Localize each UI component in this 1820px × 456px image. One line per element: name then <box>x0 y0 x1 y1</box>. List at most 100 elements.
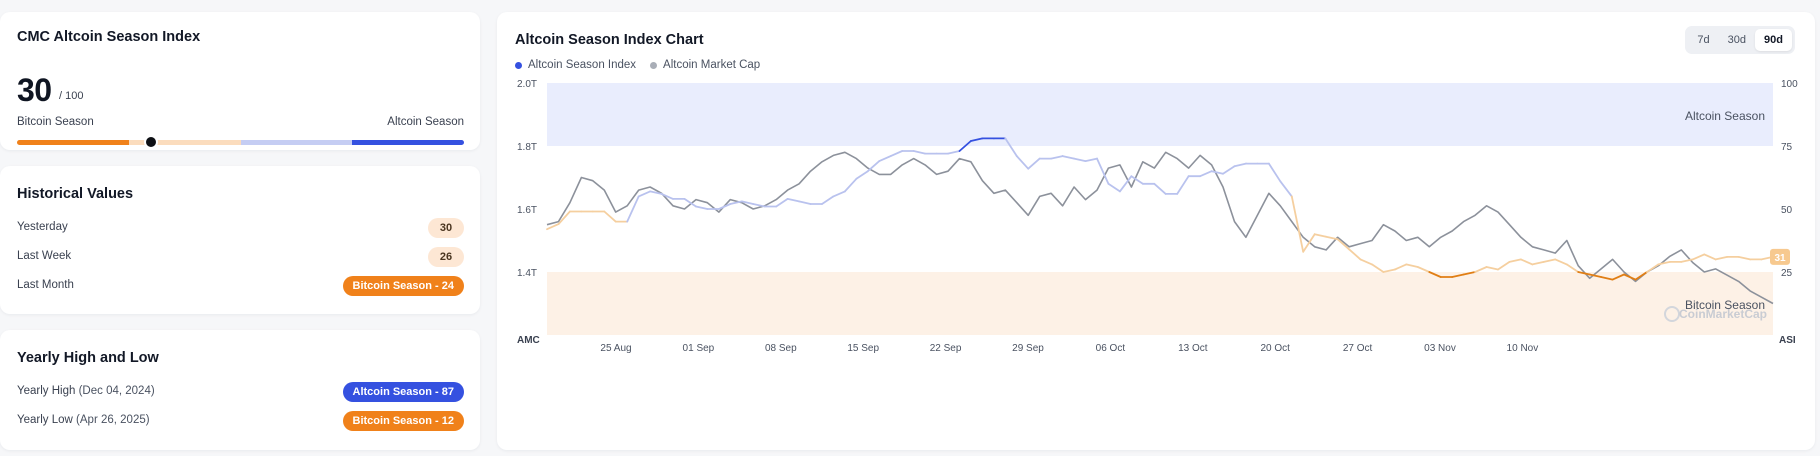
index-line-segment <box>1050 155 1064 160</box>
index-line-segment <box>1531 260 1545 266</box>
index-line-segment <box>1680 258 1694 263</box>
left-axis-tick: 1.4T <box>517 268 537 279</box>
range-tab-7d[interactable]: 7d <box>1697 34 1710 46</box>
index-line-segment <box>1073 157 1087 163</box>
market-cap-line <box>546 151 1774 305</box>
x-axis-tick: 22 Sep <box>930 343 962 354</box>
index-card-title: CMC Altcoin Season Index <box>17 29 201 45</box>
index-line-segment <box>855 170 869 180</box>
index-line-segment <box>775 197 789 208</box>
index-line-segment <box>958 140 972 152</box>
index-line-segment <box>660 192 674 200</box>
yearly-high-date: (Dec 04, 2024) <box>78 385 155 397</box>
index-line-segment <box>947 150 961 155</box>
chart-legend: Altcoin Season Index Altcoin Market Cap <box>515 59 760 71</box>
bitcoin-season-label: Bitcoin Season <box>17 116 94 128</box>
bitcoin-season-zone-label: Bitcoin Season <box>1685 298 1765 312</box>
index-line-segment <box>557 210 571 226</box>
index-line-segment <box>1600 276 1614 281</box>
index-line-segment <box>752 203 766 208</box>
range-tab-30d[interactable]: 30d <box>1727 34 1747 46</box>
index-line-segment <box>1497 260 1511 271</box>
index-line-segment <box>1565 263 1580 273</box>
index-line-segment <box>1027 157 1041 170</box>
index-line-segment <box>1199 170 1213 178</box>
index-max: / 100 <box>59 90 84 102</box>
index-line-segment <box>1714 255 1729 261</box>
gauge-segment-altcoin <box>352 140 464 145</box>
index-line-segment <box>1634 271 1648 281</box>
index-line-segment <box>717 203 732 210</box>
index-line-segment <box>1268 162 1282 183</box>
index-line-segment <box>1462 271 1476 276</box>
index-line-segment <box>843 177 858 193</box>
yearly-low-label: Yearly Low <box>17 414 73 426</box>
x-axis-tick: 25 Aug <box>600 343 631 354</box>
index-line-segment <box>1428 271 1442 278</box>
yesterday-value-badge: 30 <box>428 218 464 238</box>
index-line-segment <box>695 205 709 210</box>
index-line-segment <box>1336 238 1350 251</box>
legend-item-market-cap[interactable]: Altcoin Market Cap <box>650 59 760 71</box>
index-line-segment <box>1703 253 1717 261</box>
altcoin-season-zone <box>547 83 1773 146</box>
x-axis-tick: 10 Nov <box>1507 343 1539 354</box>
left-axis-tick: 2.0T <box>517 79 537 90</box>
index-line-segment <box>1646 263 1660 273</box>
index-line-segment <box>1416 266 1431 273</box>
index-line-segment <box>1394 263 1408 271</box>
index-line-segment <box>603 210 617 223</box>
index-line-segment <box>1691 253 1706 261</box>
index-line-segment <box>1405 263 1419 268</box>
index-line-segment <box>1153 182 1167 195</box>
right-axis-tick: 50 <box>1781 205 1793 216</box>
x-axis-tick: 15 Sep <box>847 343 879 354</box>
x-axis-tick: 03 Nov <box>1424 343 1456 354</box>
gauge-segment-altcoin-light <box>240 140 353 145</box>
index-line-segment <box>1004 137 1018 158</box>
index-line-segment <box>832 190 846 198</box>
index-line-segment <box>821 195 835 205</box>
index-line-segment <box>1554 258 1568 266</box>
coinmarketcap-logo-icon <box>1664 306 1680 322</box>
index-line-segment <box>546 223 560 231</box>
index-line-segment <box>1015 155 1030 170</box>
chart-title: Altcoin Season Index Chart <box>515 32 704 48</box>
x-axis-tick: 29 Sep <box>1012 343 1044 354</box>
legend-dot-index <box>515 61 522 69</box>
index-line-segment <box>878 155 892 163</box>
index-line-segment <box>649 190 663 195</box>
index-line-segment <box>1657 260 1671 266</box>
range-tab-90d[interactable]: 90d <box>1755 29 1792 51</box>
index-line-segment <box>1325 235 1339 241</box>
index-line-segment <box>1233 162 1247 168</box>
bitcoin-season-zone <box>547 272 1773 335</box>
index-line-segment <box>866 160 881 173</box>
index-line-segment <box>1222 165 1236 175</box>
altcoin-season-index-card: CMC Altcoin Season Index 30 / 100 Bitcoi… <box>0 12 480 150</box>
index-chart-card: Altcoin Season Index Chart Altcoin Seaso… <box>497 12 1815 450</box>
index-line-segment <box>1096 157 1110 185</box>
altcoin-season-zone-label: Altcoin Season <box>1685 109 1765 123</box>
left-axis-name: AMC <box>517 335 540 346</box>
index-line-segment <box>1313 233 1327 238</box>
last-week-value-badge: 26 <box>428 247 464 267</box>
last-week-label: Last Week <box>17 250 72 262</box>
index-line-segment <box>1302 233 1316 253</box>
index-line-segment <box>1084 157 1098 163</box>
right-axis-tick: 75 <box>1781 142 1793 153</box>
last-month-value-badge: Bitcoin Season - 24 <box>342 276 464 296</box>
index-chart: Altcoin Season Bitcoin SeasonCoinMarketCa… <box>517 79 1798 354</box>
legend-dot-market-cap <box>650 61 658 69</box>
index-line-segment <box>889 150 904 158</box>
yearly-low-badge: Bitcoin Season - 12 <box>342 411 464 431</box>
gauge-segment-bitcoin <box>17 140 129 145</box>
yearly-high-low-card: Yearly High and Low Yearly High (Dec 04,… <box>0 330 480 450</box>
index-line-segment <box>912 150 927 155</box>
legend-item-index[interactable]: Altcoin Season Index <box>515 59 636 71</box>
index-line-segment <box>1508 258 1522 263</box>
index-line-segment <box>798 200 812 205</box>
x-axis-tick: 27 Oct <box>1343 343 1373 354</box>
x-axis-tick: 20 Oct <box>1260 343 1290 354</box>
index-line-segment <box>1623 273 1637 281</box>
